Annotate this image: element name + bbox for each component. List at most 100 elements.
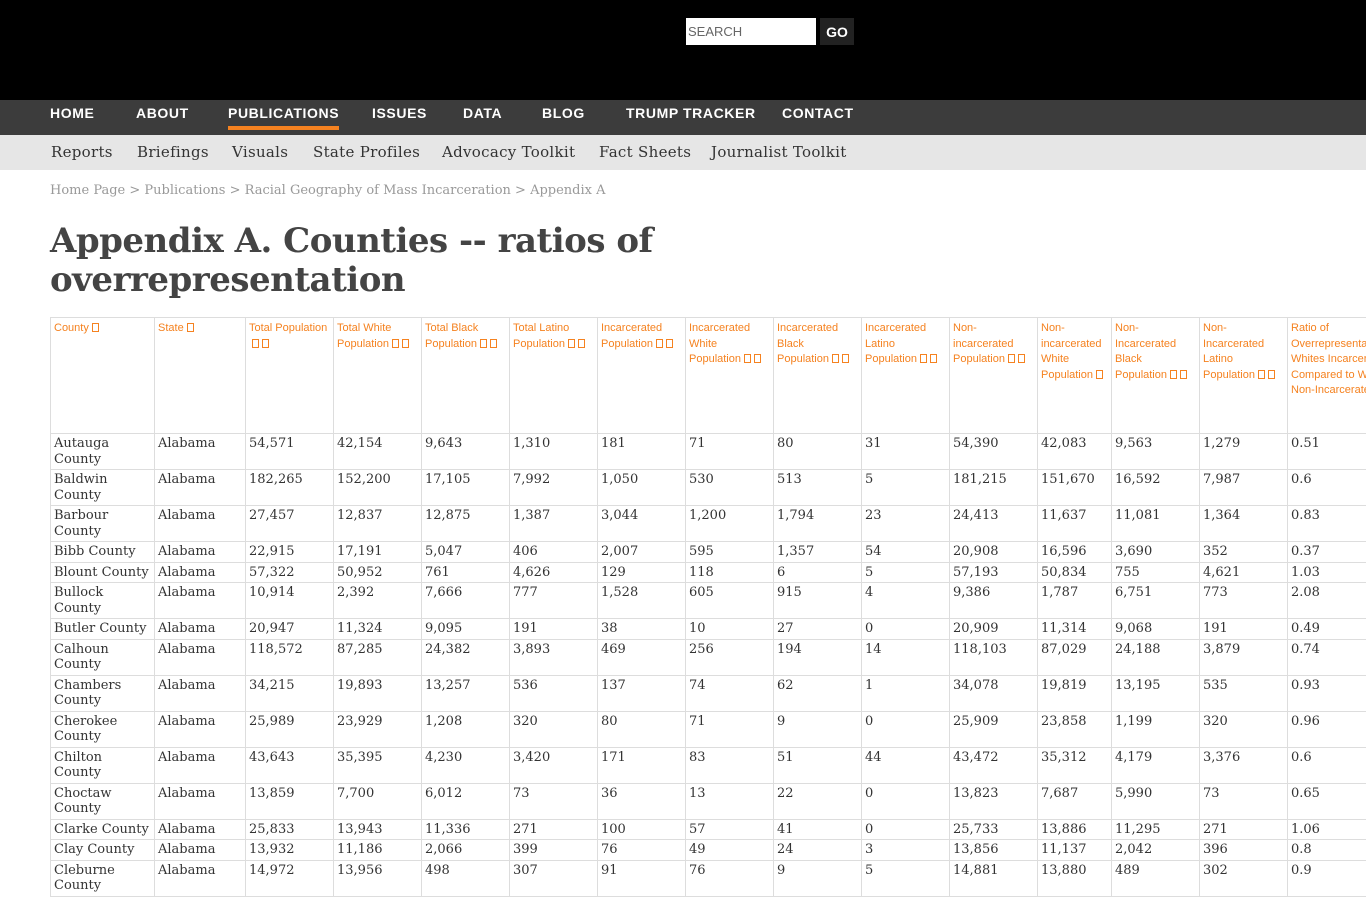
column-header[interactable]: Incarcerated White Population — [686, 318, 774, 434]
nav-about[interactable]: ABOUT — [136, 105, 189, 126]
info-icon[interactable] — [754, 354, 761, 363]
table-cell: 83 — [686, 747, 774, 783]
breadcrumb-item[interactable]: Home Page — [50, 183, 125, 198]
column-header[interactable]: Incarcerated Population — [598, 318, 686, 434]
nav-home[interactable]: HOME — [50, 105, 94, 126]
table-cell: Alabama — [155, 711, 246, 747]
subnav-state-profiles[interactable]: State Profiles — [313, 143, 420, 161]
search-input[interactable] — [686, 18, 816, 45]
table-cell: 3,420 — [510, 747, 598, 783]
table-cell: 1.03 — [1288, 562, 1366, 583]
sort-icon[interactable] — [252, 339, 259, 348]
subnav-fact-sheets[interactable]: Fact Sheets — [599, 143, 691, 161]
table-cell: 16,596 — [1038, 542, 1112, 563]
subnav-visuals[interactable]: Visuals — [232, 143, 288, 161]
table-cell: 100 — [598, 819, 686, 840]
table-cell: 194 — [774, 639, 862, 675]
sort-icon[interactable] — [832, 354, 839, 363]
info-icon[interactable] — [1180, 370, 1187, 379]
info-icon[interactable] — [262, 339, 269, 348]
table-cell: 0 — [862, 819, 950, 840]
column-header[interactable]: State — [155, 318, 246, 434]
subnav-advocacy-toolkit[interactable]: Advocacy Toolkit — [442, 143, 575, 161]
column-header-label: Non-incarcerated White Population — [1041, 322, 1102, 381]
table-cell: 302 — [1200, 860, 1288, 896]
column-header[interactable]: Non-incarcerated Population — [950, 318, 1038, 434]
table-cell: Choctaw County — [51, 783, 155, 819]
column-header[interactable]: Incarcerated Latino Population — [862, 318, 950, 434]
table-cell: 6,751 — [1112, 583, 1200, 619]
table-cell: 3,690 — [1112, 542, 1200, 563]
table-cell: Cleburne County — [51, 860, 155, 896]
info-icon[interactable] — [402, 339, 409, 348]
sort-icon[interactable] — [187, 323, 194, 332]
table-cell: Alabama — [155, 860, 246, 896]
table-cell: 24,382 — [422, 639, 510, 675]
table-cell: 11,336 — [422, 819, 510, 840]
nav-contact[interactable]: CONTACT — [782, 105, 854, 126]
sort-icon[interactable] — [568, 339, 575, 348]
column-header[interactable]: Non-Incarcerated Black Population — [1112, 318, 1200, 434]
column-header[interactable]: Total White Population — [334, 318, 422, 434]
sort-icon[interactable] — [1170, 370, 1177, 379]
table-cell: 513 — [774, 470, 862, 506]
info-icon[interactable] — [578, 339, 585, 348]
sort-icon[interactable] — [480, 339, 487, 348]
breadcrumb-item[interactable]: Racial Geography of Mass Incarceration — [245, 183, 511, 198]
table-cell: 256 — [686, 639, 774, 675]
info-icon[interactable] — [1018, 354, 1025, 363]
table-cell: 5 — [862, 860, 950, 896]
column-header[interactable]: Total Latino Population — [510, 318, 598, 434]
column-header[interactable]: County — [51, 318, 155, 434]
table-cell: 20,947 — [246, 619, 334, 640]
column-header[interactable]: Non-incarcerated White Population — [1038, 318, 1112, 434]
nav-trump-tracker[interactable]: TRUMP TRACKER — [626, 105, 756, 126]
info-icon[interactable] — [666, 339, 673, 348]
nav-data[interactable]: DATA — [463, 105, 502, 126]
table-cell: 5,047 — [422, 542, 510, 563]
table-cell: 80 — [598, 711, 686, 747]
column-header[interactable]: Non-Incarcerated Latino Population — [1200, 318, 1288, 434]
column-header-label: State — [158, 322, 184, 334]
nav-issues[interactable]: ISSUES — [372, 105, 427, 126]
info-icon[interactable] — [842, 354, 849, 363]
table-cell: Blount County — [51, 562, 155, 583]
column-header[interactable]: Total Black Population — [422, 318, 510, 434]
table-cell: 1,528 — [598, 583, 686, 619]
subnav-journalist-toolkit[interactable]: Journalist Toolkit — [711, 143, 847, 161]
subnav-briefings[interactable]: Briefings — [137, 143, 209, 161]
nav-publications[interactable]: PUBLICATIONS — [228, 105, 339, 130]
table-cell: Alabama — [155, 562, 246, 583]
table-cell: 80 — [774, 434, 862, 470]
table-cell: 915 — [774, 583, 862, 619]
sort-icon[interactable] — [744, 354, 751, 363]
sort-icon[interactable] — [1008, 354, 1015, 363]
sort-icon[interactable] — [656, 339, 663, 348]
table-cell: 44 — [862, 747, 950, 783]
subnav-reports[interactable]: Reports — [51, 143, 113, 161]
table-cell: 35,395 — [334, 747, 422, 783]
info-icon[interactable] — [1268, 370, 1275, 379]
sort-icon[interactable] — [392, 339, 399, 348]
table-cell: 0.8 — [1288, 840, 1366, 861]
breadcrumb-item[interactable]: Publications — [144, 183, 225, 198]
table-cell: 34,078 — [950, 675, 1038, 711]
sort-icon[interactable] — [1258, 370, 1265, 379]
table-cell: 3,376 — [1200, 747, 1288, 783]
sort-icon[interactable] — [92, 323, 99, 332]
column-header[interactable]: Incarcerated Black Population — [774, 318, 862, 434]
sort-icon[interactable] — [920, 354, 927, 363]
sort-icon[interactable] — [1096, 370, 1103, 379]
column-header[interactable]: Total Population — [246, 318, 334, 434]
table-cell: 38 — [598, 619, 686, 640]
column-header[interactable]: Ratio of Overrepresentation of Whites In… — [1288, 318, 1366, 434]
page-title: Appendix A. Counties -- ratios of overre… — [50, 222, 690, 300]
search-go-button[interactable]: GO — [820, 18, 854, 45]
table-cell: 17,191 — [334, 542, 422, 563]
table-cell: 57,322 — [246, 562, 334, 583]
info-icon[interactable] — [930, 354, 937, 363]
info-icon[interactable] — [490, 339, 497, 348]
table-cell: Chilton County — [51, 747, 155, 783]
nav-blog[interactable]: BLOG — [542, 105, 585, 126]
